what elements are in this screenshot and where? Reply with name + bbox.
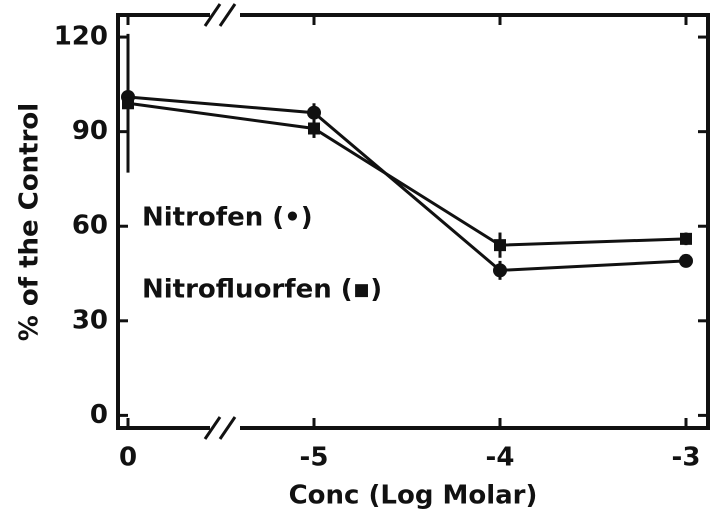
series-line [127, 95, 687, 272]
y-tick-label: 60 [72, 211, 108, 241]
y-tick-label: 30 [72, 305, 108, 335]
y-tick-label: 90 [72, 116, 108, 146]
y-axis-label: % of the Control [15, 103, 45, 341]
data-point [494, 239, 506, 252]
data-point [307, 105, 321, 120]
data-point [122, 97, 134, 110]
legend-label: Nitrofen (•) [142, 203, 313, 233]
x-tick-label: -5 [300, 443, 329, 473]
y-tick-label: 0 [90, 400, 108, 430]
data-point [308, 122, 320, 135]
x-axis-label: Conc (Log Molar) [289, 481, 538, 511]
x-tick-label: -3 [672, 443, 701, 473]
x-tick-label: -4 [486, 443, 515, 473]
legend-label: Nitrofluorfen (▪) [142, 275, 382, 305]
y-tick-label: 120 [54, 22, 108, 52]
data-point [679, 253, 693, 268]
axis-break [203, 3, 240, 440]
data-point [493, 263, 507, 278]
data-point [680, 232, 692, 245]
series-line [127, 101, 687, 247]
plot-frame [116, 13, 710, 430]
x-tick-label: 0 [119, 443, 137, 473]
